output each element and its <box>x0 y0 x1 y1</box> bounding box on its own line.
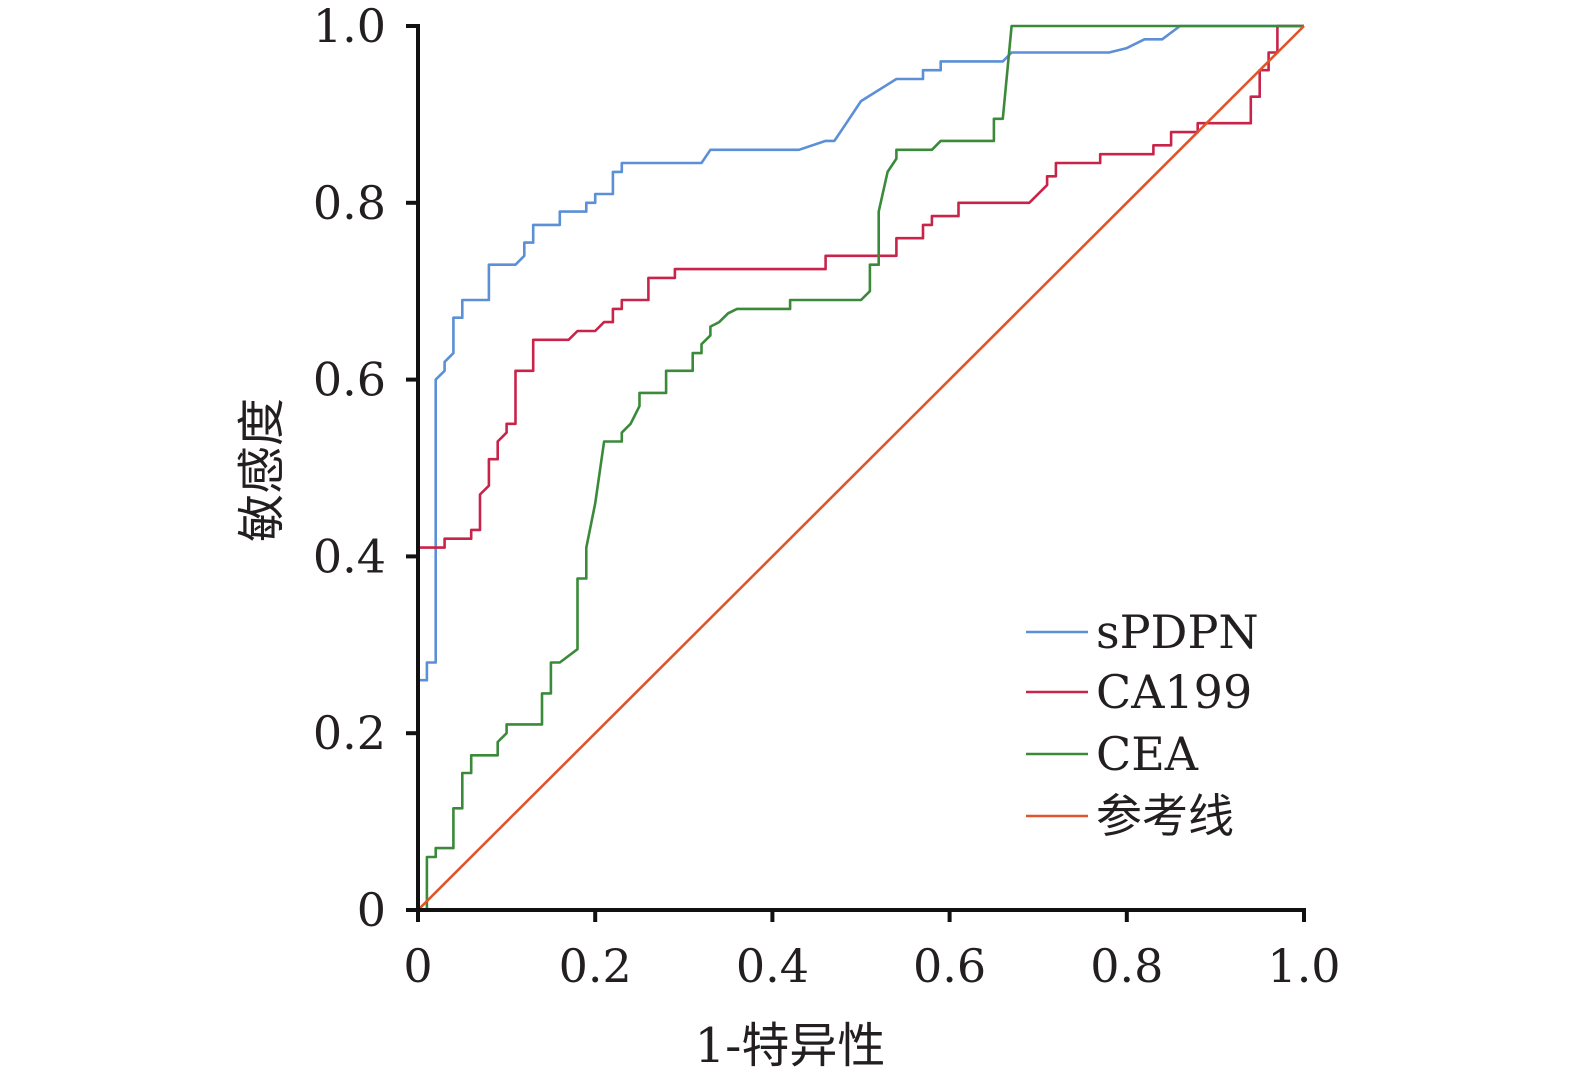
legend-item: 参考线 <box>1026 789 1234 843</box>
x-axis-title: 1-特异性 <box>695 1018 886 1074</box>
y-tick-label: 0.6 <box>313 353 386 407</box>
y-tick-label: 0 <box>357 883 386 937</box>
x-tick-label: 1.0 <box>1267 939 1340 993</box>
legend-item: sPDPN <box>1026 605 1259 659</box>
series-line-ca199 <box>416 24 1304 910</box>
legend-label: 参考线 <box>1096 789 1234 843</box>
series-line-reference-line <box>417 25 1305 911</box>
series-line-cea <box>418 24 1304 912</box>
legend-item: CA199 <box>1026 665 1252 719</box>
series-layer <box>416 24 1305 912</box>
legend: sPDPN CA199 CEA 参考线 <box>1026 605 1259 843</box>
x-tick-label: 0.2 <box>559 939 632 993</box>
y-axis-title: 敏感度 <box>234 398 290 542</box>
x-tick-label: 0 <box>403 939 432 993</box>
axes-layer <box>416 24 1306 912</box>
series-line-spdpn <box>416 24 1304 910</box>
y-tick-label: 0.8 <box>313 176 386 230</box>
x-tick-label: 0.4 <box>736 939 809 993</box>
legend-label: CA199 <box>1096 665 1252 719</box>
y-tick-label: 1.0 <box>313 0 386 53</box>
legend-label: CEA <box>1096 727 1199 781</box>
ticks-layer: 0 0.2 0.4 0.6 0.8 1.0 0 0.2 0.4 0.6 0.8 1.0 <box>313 0 1341 993</box>
y-tick-label: 0.4 <box>313 529 386 583</box>
legend-label: sPDPN <box>1096 605 1259 659</box>
x-tick-label: 0.8 <box>1090 939 1163 993</box>
legend-item: CEA <box>1026 727 1199 781</box>
y-tick-label: 0.2 <box>313 706 386 760</box>
x-tick-label: 0.6 <box>913 939 986 993</box>
